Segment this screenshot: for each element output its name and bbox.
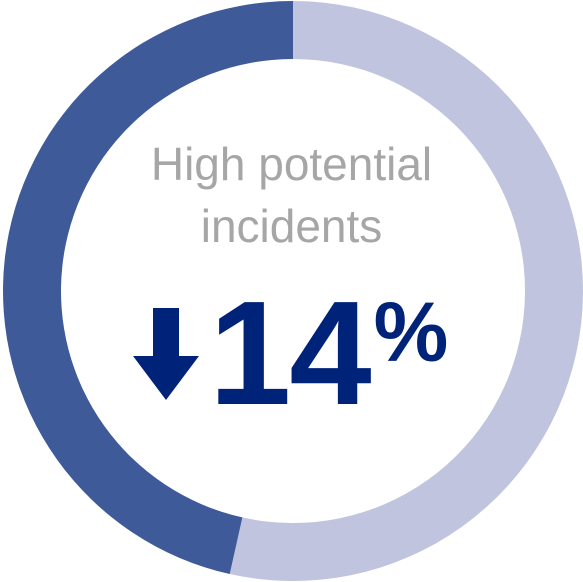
kpi-unit: % <box>373 285 449 379</box>
donut-slice-1 <box>229 1 583 581</box>
arrow-down-icon <box>133 308 199 400</box>
kpi-value: 14 <box>209 271 372 436</box>
donut-slice-2 <box>2 1 294 575</box>
center-label-line-2: incidents <box>200 200 383 252</box>
center-label-line-1: High potential <box>150 138 433 190</box>
kpi-change: 14 % <box>133 271 449 436</box>
